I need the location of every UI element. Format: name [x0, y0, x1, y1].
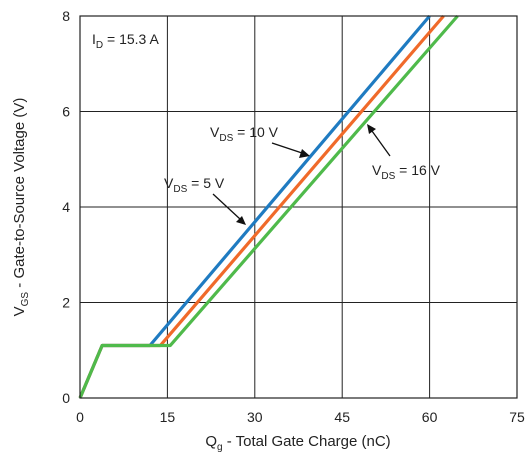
arrowhead-vds-16: [367, 124, 376, 134]
x-tick-label-3: 45: [334, 409, 350, 425]
series-line-2: [78, 14, 459, 399]
arrow-vds-5: [212, 193, 241, 220]
plot-frame: [79, 15, 518, 399]
arrowhead-vds-5: [236, 216, 246, 225]
y-tick-label-3: 6: [62, 104, 70, 120]
x-tick-label-0: 0: [76, 409, 84, 425]
condition-label: ID = 15.3 A: [92, 31, 159, 51]
series-label-vds-16: VDS = 16 V: [372, 162, 441, 182]
x-axis-title: Qg - Total Gate Charge (nC): [205, 433, 390, 453]
y-tick-label-1: 2: [62, 295, 70, 311]
grid: [79, 15, 518, 399]
series-label-vds-5: VDS = 5 V: [164, 175, 225, 195]
annotation-arrows: [212, 124, 391, 225]
x-tick-label-2: 30: [247, 409, 263, 425]
y-tick-label-0: 0: [62, 390, 70, 406]
series-lines: [78, 14, 459, 399]
arrow-vds-10: [271, 142, 303, 154]
y-tick-label-2: 4: [62, 199, 70, 215]
x-tick-label-4: 60: [422, 409, 438, 425]
arrow-vds-16: [371, 130, 391, 157]
x-tick-label-1: 15: [160, 409, 176, 425]
x-tick-label-5: 75: [509, 409, 525, 425]
y-axis-title: VGS - Gate-to-Source Voltage (V): [11, 98, 31, 317]
y-tick-label-4: 8: [62, 8, 70, 24]
tick-labels: 0 15 30 45 60 75 0 2 4 6 8: [62, 8, 525, 425]
arrowhead-vds-10: [299, 149, 310, 158]
series-label-vds-10: VDS = 10 V: [210, 124, 279, 144]
